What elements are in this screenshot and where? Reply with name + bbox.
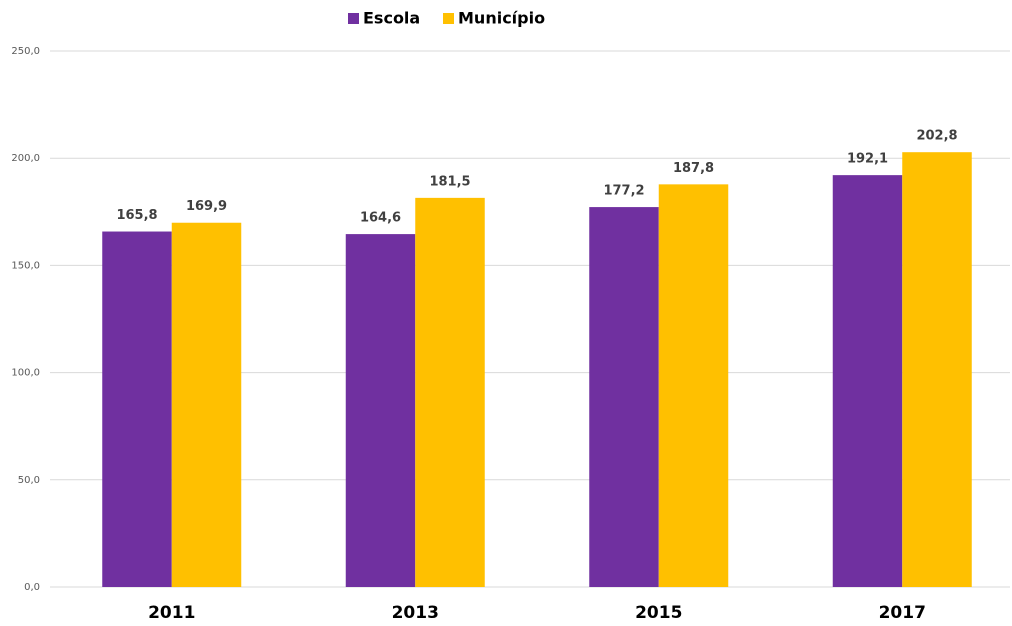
y-tick-label: 150,0: [11, 260, 40, 271]
data-label: 165,8: [116, 208, 157, 223]
legend-label: Escola: [363, 9, 420, 28]
bar: [415, 197, 485, 587]
data-label: 202,8: [916, 129, 957, 144]
x-tick-label: 2015: [635, 603, 682, 623]
legend-label: Município: [458, 9, 545, 28]
bar: [658, 184, 729, 587]
y-tick-label: 100,0: [11, 368, 40, 379]
x-tick-label: 2013: [392, 603, 439, 623]
legend-swatch: [348, 13, 359, 24]
y-tick-label: 200,0: [11, 153, 40, 164]
data-label: 169,9: [186, 199, 227, 214]
y-tick-label: 0,0: [24, 582, 40, 593]
data-label: 164,6: [360, 211, 401, 226]
bar: [832, 175, 903, 587]
data-label: 181,5: [429, 174, 470, 189]
x-tick-label: 2011: [148, 603, 195, 623]
y-tick-label: 250,0: [11, 46, 40, 57]
bar: [102, 231, 172, 588]
legend-swatch: [443, 13, 454, 24]
data-label: 187,8: [673, 161, 714, 176]
data-label: 177,2: [603, 184, 644, 199]
bar: [902, 152, 972, 588]
data-label: 192,1: [847, 152, 888, 167]
y-tick-label: 50,0: [18, 475, 40, 486]
bar: [345, 234, 416, 587]
x-tick-label: 2017: [879, 603, 926, 623]
bar: [589, 207, 659, 588]
bar: [171, 222, 242, 587]
